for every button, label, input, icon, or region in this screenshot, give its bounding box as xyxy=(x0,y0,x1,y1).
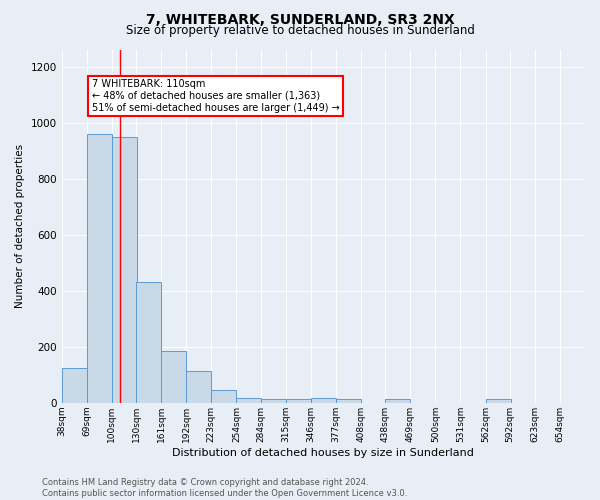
Text: Size of property relative to detached houses in Sunderland: Size of property relative to detached ho… xyxy=(125,24,475,37)
Bar xyxy=(62,368,87,403)
Bar xyxy=(211,390,236,403)
Bar xyxy=(485,400,511,403)
Bar xyxy=(87,134,112,403)
Bar xyxy=(385,400,410,403)
Text: 7, WHITEBARK, SUNDERLAND, SR3 2NX: 7, WHITEBARK, SUNDERLAND, SR3 2NX xyxy=(146,12,454,26)
Bar xyxy=(161,351,186,403)
X-axis label: Distribution of detached houses by size in Sunderland: Distribution of detached houses by size … xyxy=(172,448,474,458)
Bar xyxy=(336,400,361,403)
Bar xyxy=(236,398,262,403)
Text: 7 WHITEBARK: 110sqm
← 48% of detached houses are smaller (1,363)
51% of semi-det: 7 WHITEBARK: 110sqm ← 48% of detached ho… xyxy=(92,80,340,112)
Bar xyxy=(311,398,336,403)
Bar xyxy=(286,398,311,403)
Bar xyxy=(112,137,137,403)
Bar xyxy=(136,282,161,403)
Y-axis label: Number of detached properties: Number of detached properties xyxy=(15,144,25,308)
Bar xyxy=(186,370,211,403)
Bar xyxy=(260,398,286,403)
Text: Contains HM Land Registry data © Crown copyright and database right 2024.
Contai: Contains HM Land Registry data © Crown c… xyxy=(42,478,407,498)
